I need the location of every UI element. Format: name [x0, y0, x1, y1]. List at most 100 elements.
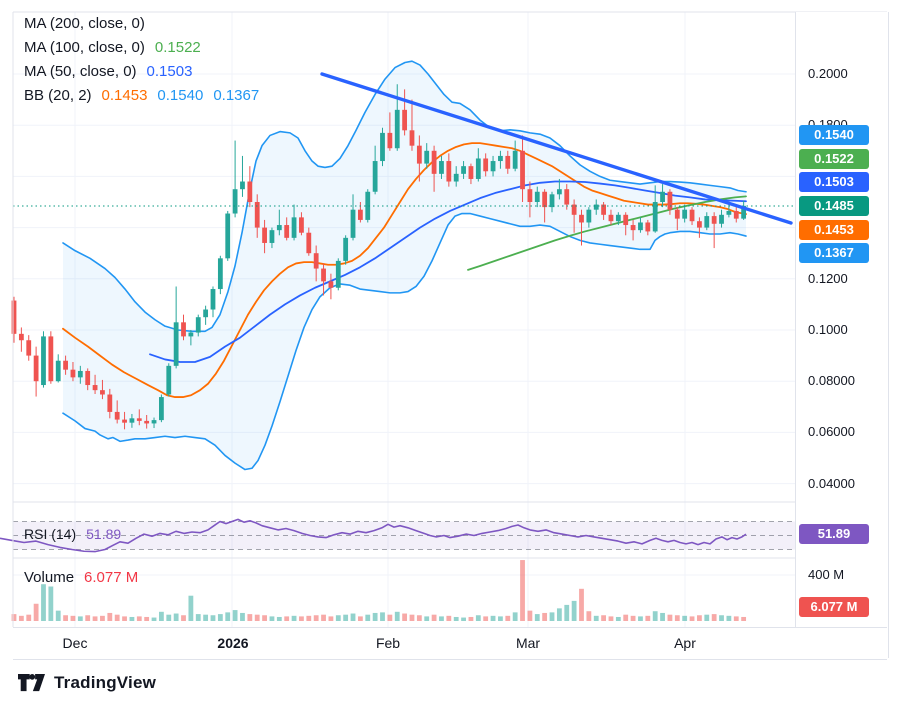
volume-bar — [100, 615, 105, 621]
legend-ma100-label: MA (100, close, 0) — [24, 39, 145, 56]
volume-tick-label: 400 M — [808, 567, 845, 582]
legend-value: 0.1503 — [146, 63, 193, 80]
candle-body — [380, 132, 385, 162]
volume-bar — [225, 612, 231, 621]
volume-bar — [490, 615, 496, 621]
volume-bar — [453, 616, 459, 621]
volume-bar — [63, 615, 68, 621]
volume-bar — [409, 614, 415, 621]
candle-body — [416, 145, 422, 164]
rsi-line — [0, 518, 747, 553]
candle-body — [210, 289, 216, 310]
volume-bar — [660, 612, 665, 621]
price-tick-label: 0.1200 — [808, 271, 848, 286]
bollinger-lower-band — [62, 212, 747, 471]
volume-bar — [77, 616, 83, 621]
volume-bar — [461, 617, 466, 621]
legend-ma200-label: MA (200, close, 0) — [24, 15, 145, 32]
volume-bar — [232, 610, 238, 621]
candle-body — [387, 132, 393, 149]
candle-body — [107, 394, 113, 412]
trendline — [320, 72, 793, 225]
volume-bar — [306, 615, 312, 621]
volume-bar — [262, 615, 267, 621]
volume-bar — [564, 604, 570, 621]
candle-body — [188, 332, 194, 337]
candle-body — [549, 194, 555, 208]
candle-body — [225, 213, 231, 259]
legend-ma50[interactable]: MA (50, close, 0) 0.1503 — [24, 60, 259, 84]
candle-body — [682, 209, 688, 219]
volume-bar — [556, 608, 562, 621]
candle-body — [247, 181, 253, 202]
volume-bar — [520, 560, 525, 621]
volume-bar — [173, 613, 179, 621]
candle-body — [431, 150, 437, 174]
volume-bar — [291, 615, 297, 621]
tradingview-logo-icon — [18, 674, 45, 692]
volume-bar — [512, 612, 518, 621]
candle-body — [372, 161, 378, 192]
tradingview-logo-text: TradingView — [54, 673, 157, 692]
candle-body — [41, 336, 46, 386]
candle-body — [26, 340, 32, 356]
volume-legend-label: Volume — [24, 569, 75, 586]
volume-bar — [424, 616, 430, 621]
candle-body — [652, 202, 658, 232]
candle-body — [439, 161, 444, 174]
candle-body — [498, 155, 503, 162]
candle-body — [136, 418, 142, 421]
volume-bar — [129, 616, 135, 621]
candle-body — [328, 281, 334, 288]
volume-bar — [608, 616, 614, 621]
candle-body — [564, 189, 570, 205]
candle-body — [711, 216, 717, 224]
candle-body — [299, 217, 304, 233]
price-axis[interactable]: 0.20000.18000.12000.10000.080000.060000.… — [795, 12, 889, 658]
candle-body — [490, 161, 496, 172]
volume-bar — [431, 614, 437, 621]
candle-body — [254, 202, 260, 228]
tradingview-logo[interactable]: TradingView — [18, 673, 156, 693]
volume-bar — [674, 615, 680, 621]
volume-bar — [498, 616, 503, 621]
legend-ma100[interactable]: MA (100, close, 0) 0.1522 — [24, 36, 259, 60]
volume-bar — [210, 615, 216, 621]
volume-bar — [299, 616, 304, 621]
candle-body — [276, 225, 282, 231]
volume-bar — [203, 614, 209, 621]
rsi-legend[interactable]: RSI (14) 51.89 — [24, 526, 121, 542]
candle-body — [159, 397, 164, 421]
volume-bar — [11, 614, 17, 621]
volume-bar — [151, 617, 157, 621]
volume-bar — [534, 614, 540, 621]
candle-body — [357, 209, 363, 220]
candle-body — [468, 166, 474, 179]
volume-bar — [652, 611, 658, 621]
volume-bar — [380, 612, 385, 621]
volume-bar — [505, 615, 511, 621]
candle-body — [144, 420, 150, 424]
candle-body — [11, 300, 17, 334]
legend-bb[interactable]: BB (20, 2) 0.1453 0.1540 0.1367 — [24, 84, 259, 108]
candle-body — [579, 214, 584, 223]
volume-bar — [122, 616, 127, 621]
candle-body — [689, 209, 695, 222]
legend-bb-label: BB (20, 2) — [24, 87, 92, 104]
candle-body — [645, 222, 651, 232]
volume-legend[interactable]: Volume 6.077 M — [24, 569, 138, 586]
time-axis[interactable]: Dec 2026 Feb Mar Apr — [13, 627, 887, 660]
ma50-line — [149, 180, 747, 363]
volume-bar — [41, 584, 46, 621]
candle-body — [630, 225, 636, 231]
candle-body — [505, 155, 511, 169]
volume-bar — [615, 616, 621, 621]
volume-bar — [630, 615, 636, 621]
price-badge: 0.1453 — [799, 220, 869, 240]
volume-bar — [416, 615, 422, 621]
legend-ma200[interactable]: MA (200, close, 0) — [24, 12, 259, 36]
volume-bar — [18, 615, 24, 621]
volume-bar — [313, 615, 319, 621]
